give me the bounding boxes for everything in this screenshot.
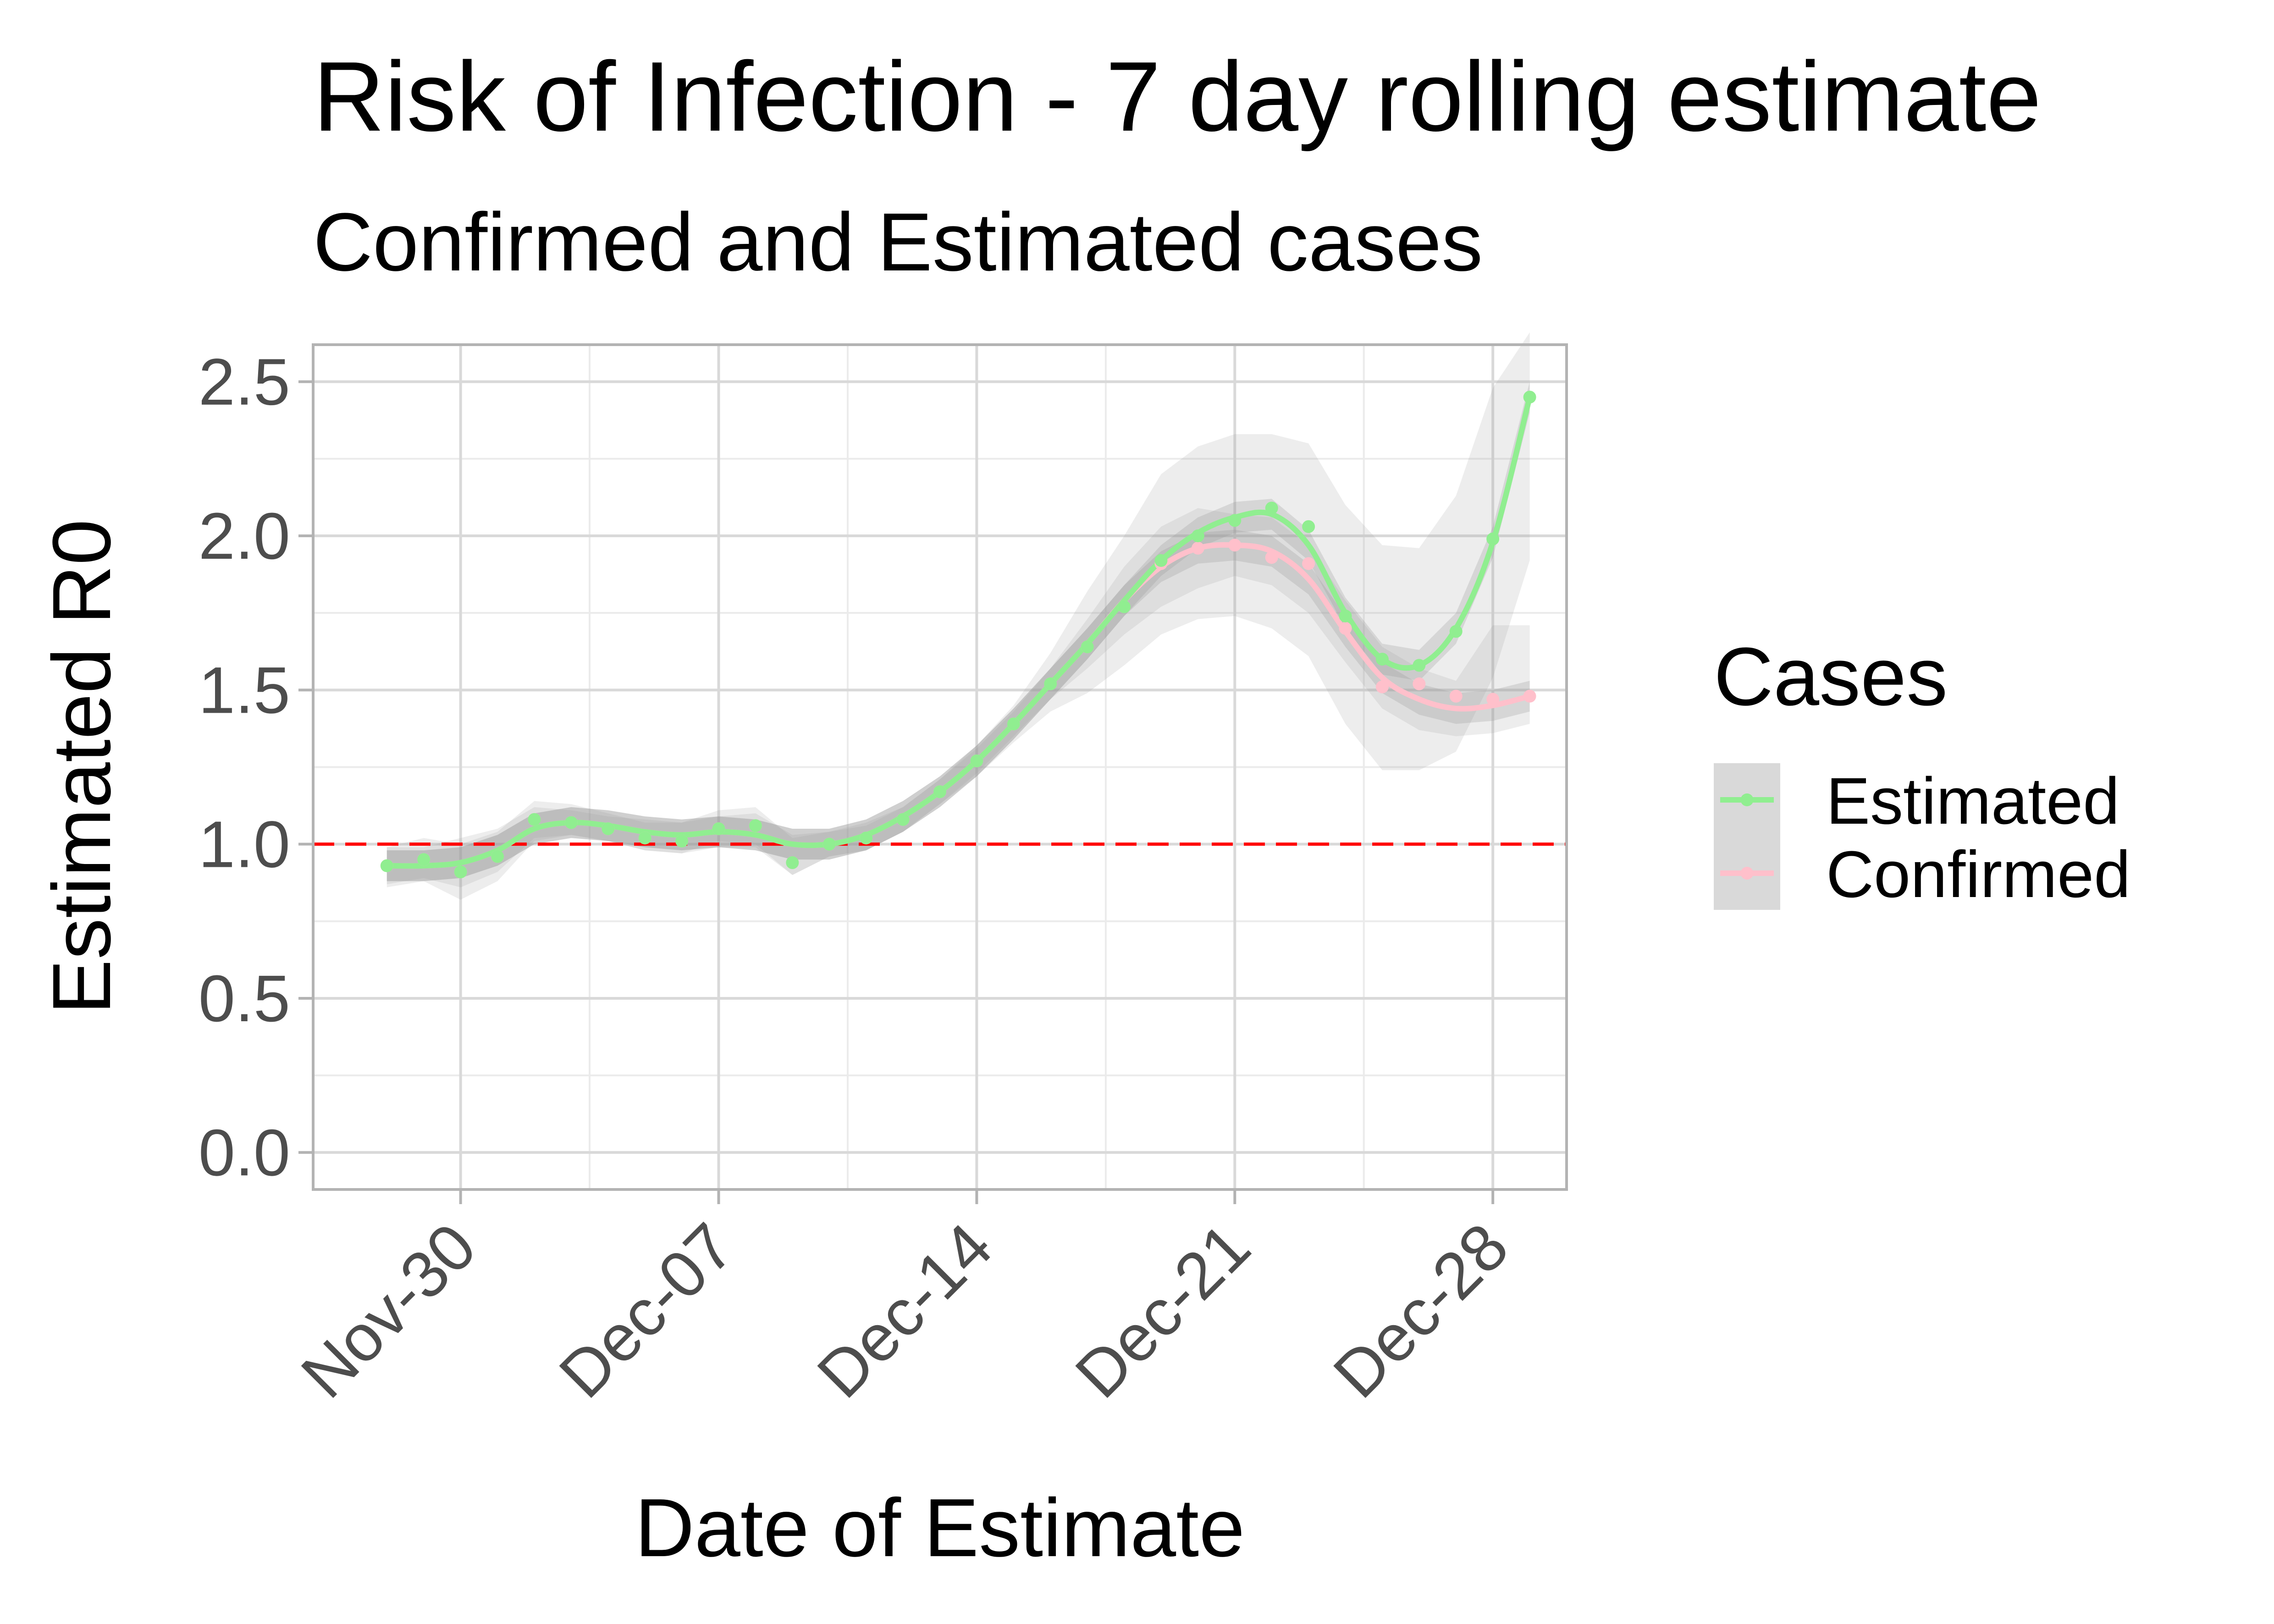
point-estimated xyxy=(786,856,799,870)
point-estimated xyxy=(675,834,689,848)
point-estimated xyxy=(1449,625,1463,638)
legend-point-confirmed xyxy=(1740,867,1754,880)
plot-panel xyxy=(312,332,1568,1191)
y-tick-label: 0.5 xyxy=(199,962,290,1035)
point-confirmed xyxy=(1339,622,1352,635)
point-estimated xyxy=(1081,640,1094,654)
x-axis-title: Date of Estimate xyxy=(635,1482,1245,1574)
point-estimated xyxy=(1375,653,1389,666)
panel-border xyxy=(312,343,1568,1191)
point-estimated xyxy=(712,822,725,836)
point-estimated xyxy=(417,853,431,866)
point-estimated xyxy=(1523,391,1536,404)
chart-subtitle: Confirmed and Estimated cases xyxy=(313,196,1483,288)
band-inner-estimated xyxy=(386,381,1530,881)
point-estimated xyxy=(970,754,983,768)
point-estimated xyxy=(1191,529,1204,543)
legend-title: Cases xyxy=(1714,631,1948,723)
point-estimated xyxy=(822,837,836,851)
minor-gridlines xyxy=(313,345,1567,1189)
line-estimated xyxy=(386,396,1533,869)
chart-title: Risk of Infection - 7 day rolling estima… xyxy=(313,41,2042,152)
y-tick-label: 0.0 xyxy=(199,1116,290,1189)
point-estimated xyxy=(602,822,615,836)
point-confirmed xyxy=(1228,539,1242,552)
point-estimated xyxy=(638,831,651,845)
point-estimated xyxy=(896,813,910,826)
legend-label-estimated: Estimated xyxy=(1826,764,2119,838)
point-estimated xyxy=(454,865,467,879)
y-tick-label: 2.5 xyxy=(199,345,290,419)
point-estimated xyxy=(1228,514,1242,527)
y-tick-label: 1.5 xyxy=(199,653,290,727)
point-estimated xyxy=(528,813,541,826)
point-confirmed xyxy=(1191,541,1204,555)
point-confirmed xyxy=(1413,677,1426,690)
point-confirmed xyxy=(1375,680,1389,694)
point-estimated xyxy=(1118,600,1131,613)
data-points xyxy=(380,391,1536,879)
y-axis: 0.0 0.5 1.0 1.5 2.0 2.5 xyxy=(199,345,313,1189)
point-confirmed xyxy=(1302,557,1315,570)
y-tick-label: 2.0 xyxy=(199,499,290,573)
legend-label-confirmed: Confirmed xyxy=(1826,837,2130,911)
point-confirmed xyxy=(1486,693,1500,706)
legend-point-estimated xyxy=(1740,793,1754,806)
point-confirmed xyxy=(1265,551,1278,564)
point-confirmed xyxy=(1523,689,1536,703)
point-estimated xyxy=(380,859,393,872)
y-tick-label: 1.0 xyxy=(199,808,290,881)
point-estimated xyxy=(749,819,762,832)
point-estimated xyxy=(933,785,946,798)
point-estimated xyxy=(564,816,578,829)
point-estimated xyxy=(1339,609,1352,622)
point-estimated xyxy=(1302,520,1315,533)
point-estimated xyxy=(491,850,504,863)
band-outer-estimated xyxy=(386,332,1530,900)
point-estimated xyxy=(1154,554,1168,567)
point-estimated xyxy=(1486,532,1500,545)
y-axis-title: Estimated R0 xyxy=(36,519,128,1014)
point-estimated xyxy=(1007,717,1020,731)
point-estimated xyxy=(1413,659,1426,672)
point-confirmed xyxy=(1449,689,1463,703)
point-estimated xyxy=(1044,677,1057,690)
point-estimated xyxy=(1265,501,1278,515)
point-estimated xyxy=(860,831,873,845)
